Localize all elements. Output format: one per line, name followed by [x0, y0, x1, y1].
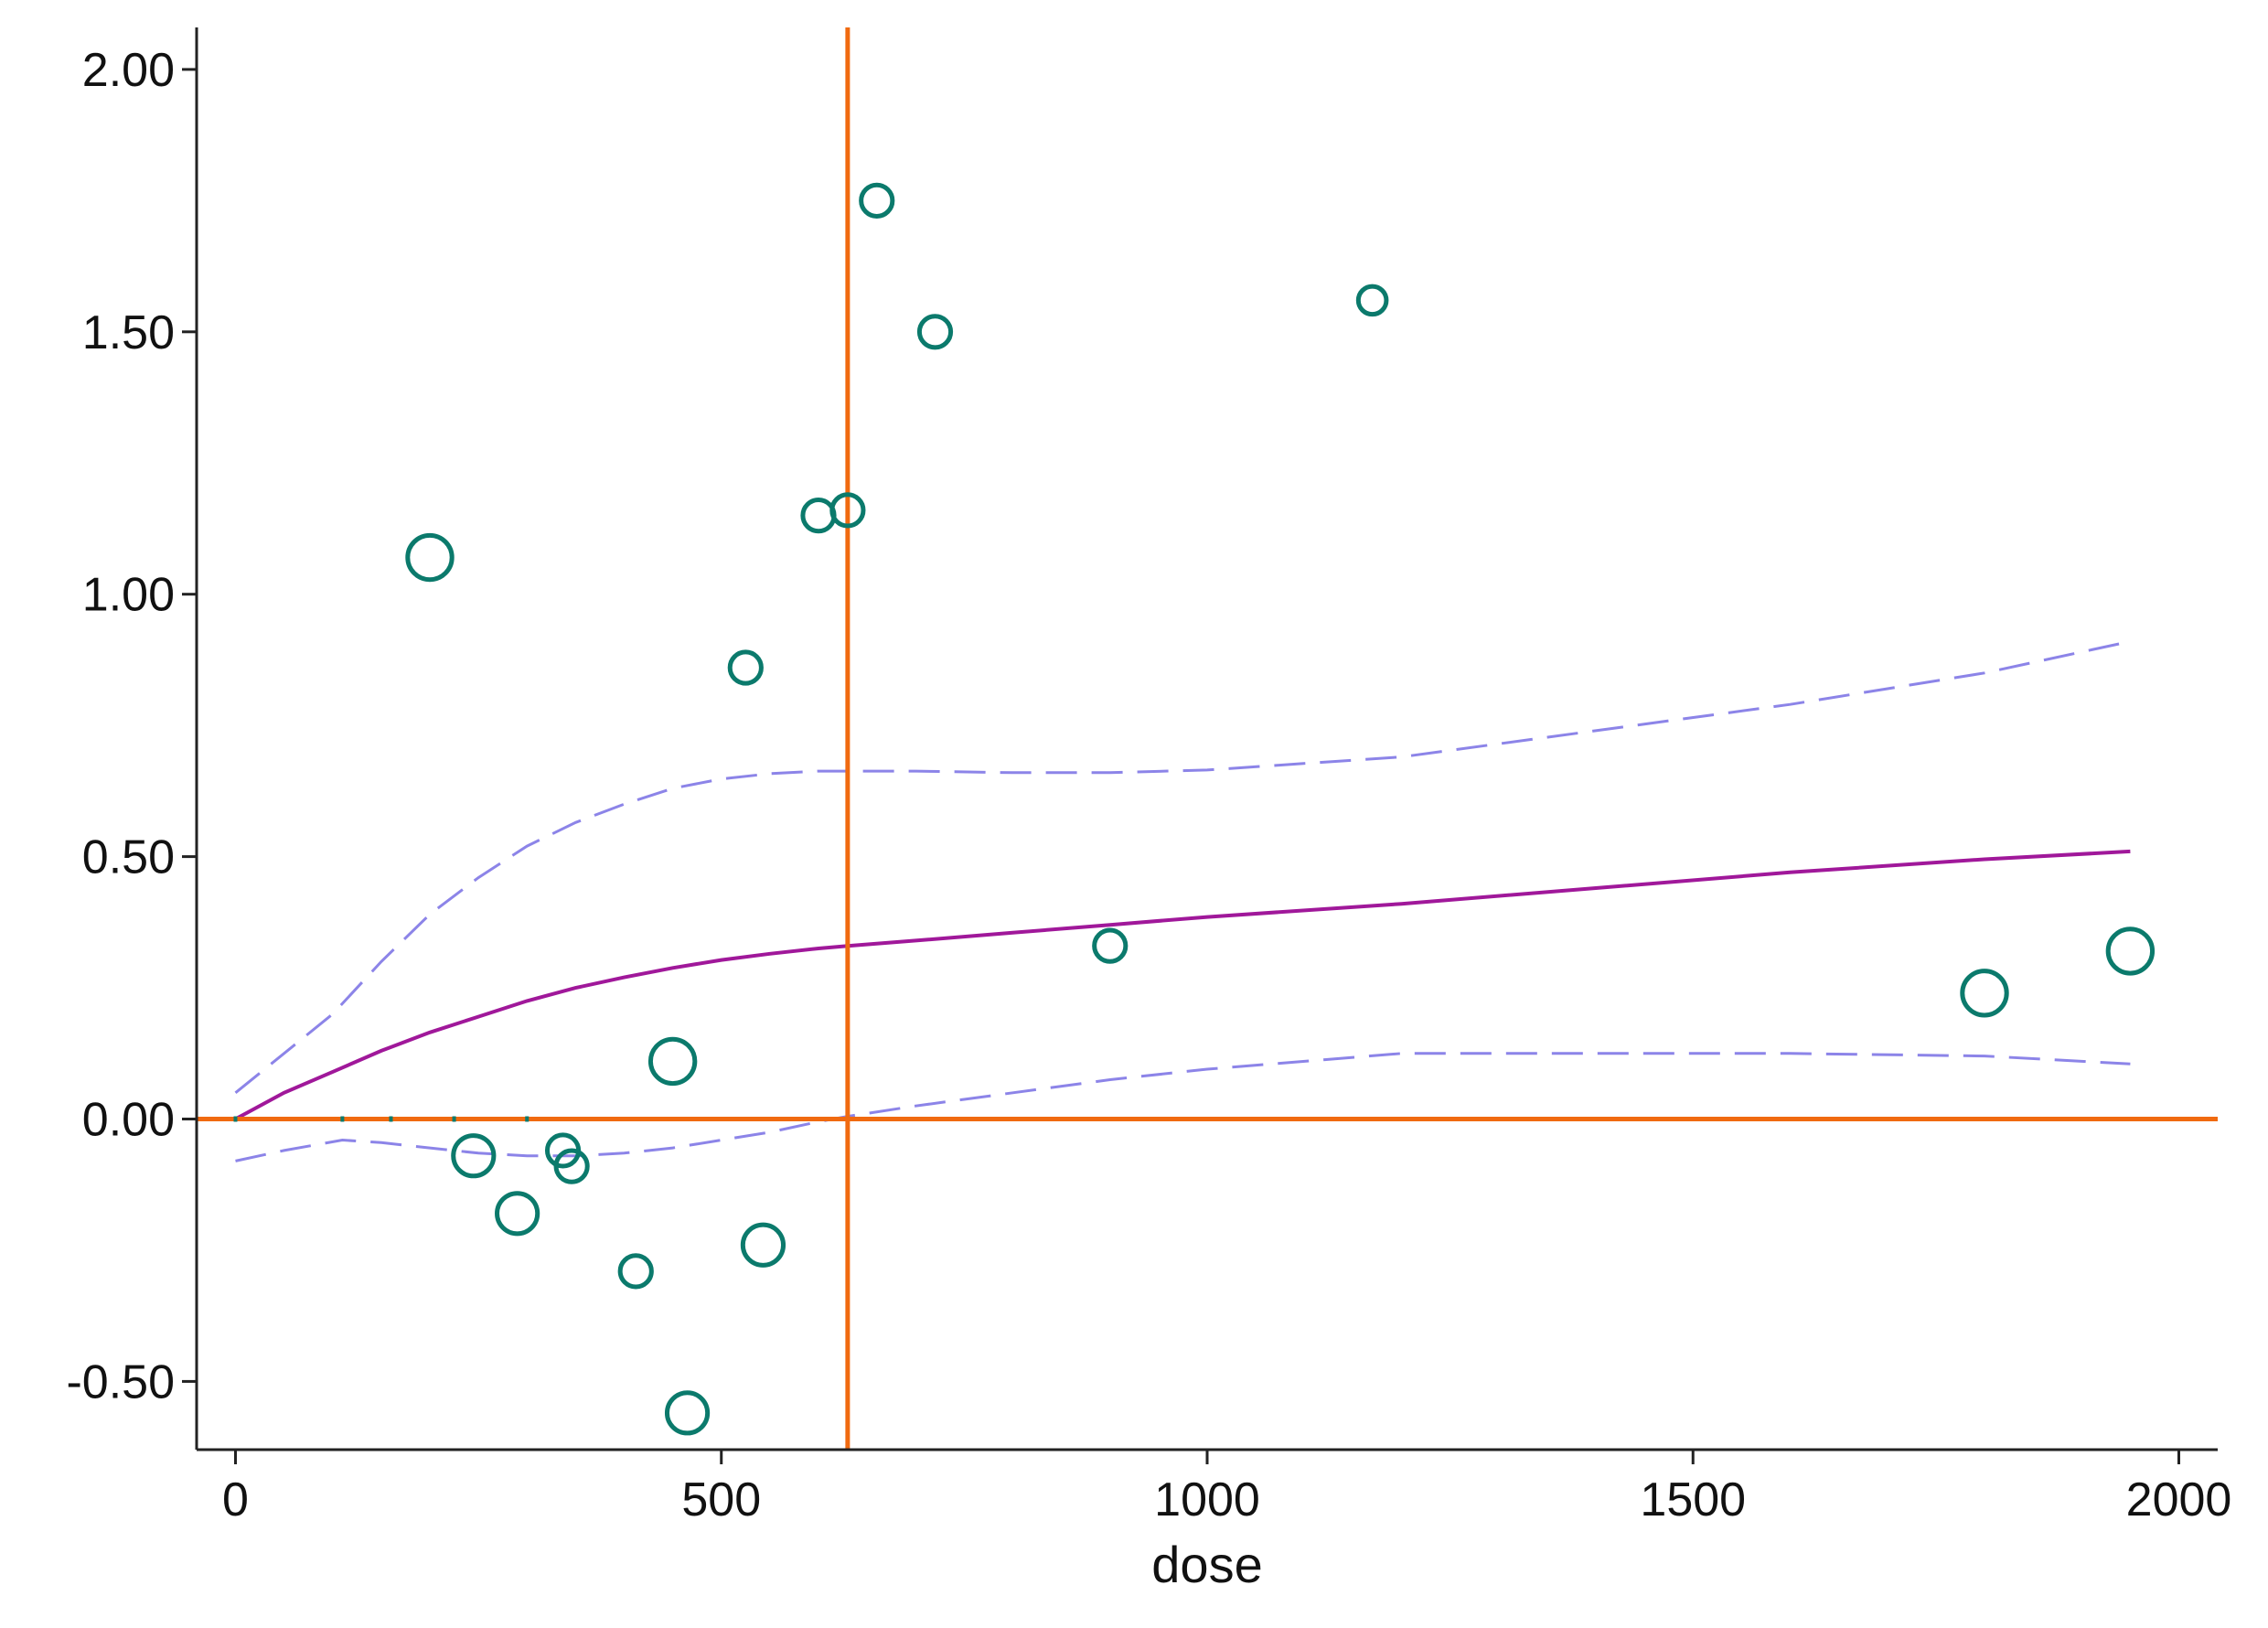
- data-point: [916, 314, 954, 350]
- fitted-curve-line: [234, 849, 2131, 1121]
- x-tick-label: 2000: [2126, 1473, 2232, 1526]
- data-point: [617, 1253, 654, 1290]
- data-point: [405, 532, 455, 583]
- data-point: [1355, 284, 1389, 317]
- confidence-band-layer: [234, 639, 2131, 1162]
- data-point: [664, 1390, 711, 1436]
- data-point: [553, 1148, 590, 1184]
- data-point: [451, 1133, 497, 1179]
- fit-curve-layer: [234, 849, 2131, 1121]
- x-tick-label: 500: [681, 1473, 761, 1526]
- x-axis-title: dose: [1151, 1536, 1262, 1593]
- x-tick-label: 1000: [1154, 1473, 1260, 1526]
- data-point: [2105, 926, 2156, 976]
- rug-layer: [233, 1116, 530, 1122]
- data-point: [740, 1222, 786, 1268]
- y-tick-label: 1.00: [82, 569, 175, 622]
- axes-layer: -0.50 0.00 0.50 1.00 1.50 2.00 0 500 1000 1500 200…: [66, 27, 2231, 1526]
- data-points-layer: [405, 182, 2156, 1436]
- x-tick-label: 0: [222, 1473, 249, 1526]
- reference-lines-layer: [197, 27, 2218, 1450]
- data-point: [859, 182, 895, 219]
- data-point: [829, 492, 866, 529]
- data-point: [800, 498, 837, 534]
- data-point: [727, 649, 764, 686]
- upper-ci-line: [234, 639, 2131, 1094]
- data-point: [647, 1036, 698, 1087]
- x-tick-label: 1500: [1640, 1473, 1746, 1526]
- y-tick-label: -0.50: [66, 1355, 175, 1408]
- y-tick-label: 0.50: [82, 831, 175, 884]
- data-point: [495, 1191, 540, 1237]
- data-point: [1092, 927, 1129, 964]
- y-tick-label: 2.00: [82, 44, 175, 97]
- data-point: [1960, 969, 2009, 1018]
- y-tick-label: 0.00: [82, 1094, 175, 1147]
- lower-ci-line: [235, 1052, 2131, 1162]
- y-tick-label: 1.50: [82, 306, 175, 359]
